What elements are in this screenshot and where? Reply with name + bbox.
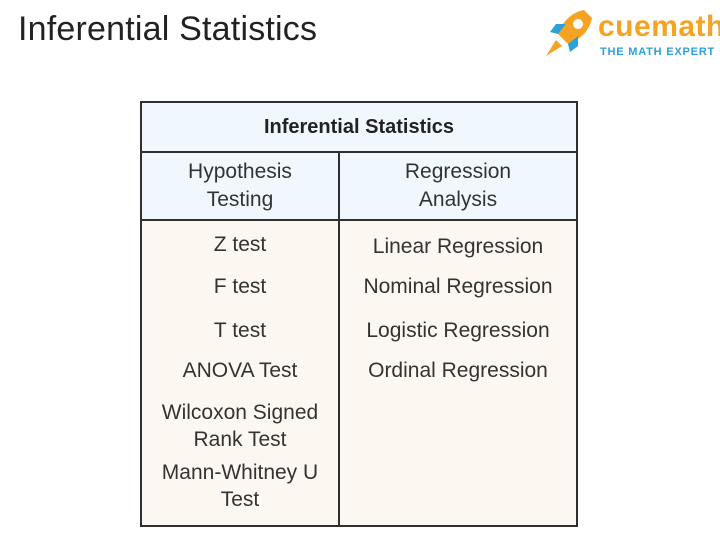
list-item-label: Mann-Whitney U Test xyxy=(161,461,319,511)
logo-brand: cuemath xyxy=(598,10,720,43)
hypothesis-testing-list: Z test F test T test ANOVA Test Wilcoxon… xyxy=(142,221,340,525)
list-item: F test xyxy=(213,275,267,298)
inferential-statistics-table: Inferential Statistics Hypothesis Testin… xyxy=(140,101,578,527)
list-item: Ordinal Regression xyxy=(368,359,548,382)
column-header-hypothesis-testing: Hypothesis Testing xyxy=(142,153,340,221)
list-item: Logistic Regression xyxy=(366,319,550,342)
list-item: Wilcoxon Signed Rank Test xyxy=(142,399,338,453)
list-item: T test xyxy=(213,319,267,342)
list-item: Nominal Regression xyxy=(363,275,553,298)
logo-tagline: THE MATH EXPERT xyxy=(600,46,716,58)
list-item: ANOVA Test xyxy=(182,359,298,382)
regression-analysis-list: Linear Regression Nominal Regression Log… xyxy=(340,221,576,525)
list-item-label: Wilcoxon Signed Rank Test xyxy=(161,401,319,451)
table-header: Inferential Statistics xyxy=(142,103,576,153)
list-item: Linear Regression xyxy=(372,235,544,258)
cuemath-logo: cuemath THE MATH EXPERT xyxy=(542,6,720,64)
page-title: Inferential Statistics xyxy=(18,10,318,48)
list-item: Mann-Whitney U Test xyxy=(142,459,338,513)
rocket-icon xyxy=(546,10,592,56)
column-header-label: Regression Analysis xyxy=(404,160,512,211)
column-header-label: Hypothesis Testing xyxy=(188,160,292,211)
column-header-regression-analysis: Regression Analysis xyxy=(340,153,576,221)
list-item: Z test xyxy=(213,233,267,256)
